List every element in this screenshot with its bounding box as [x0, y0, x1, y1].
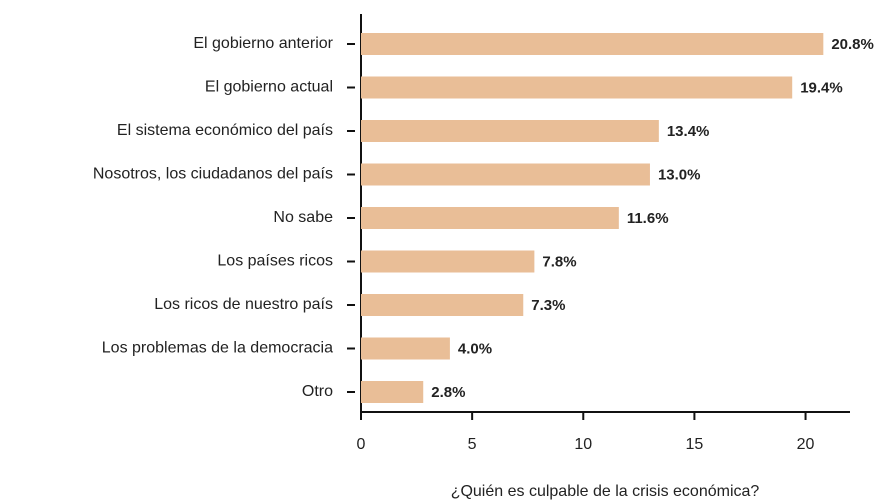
value-label: 13.0% — [658, 166, 701, 183]
bar — [361, 294, 524, 316]
y-tick-label: El gobierno anterior — [193, 35, 333, 52]
x-tick-label: 20 — [797, 436, 815, 453]
value-label: 4.0% — [458, 340, 492, 357]
value-label: 7.3% — [531, 297, 565, 314]
x-tick-label: 0 — [357, 436, 366, 453]
x-tick-label: 5 — [468, 436, 477, 453]
y-tick-label: Los ricos de nuestro país — [154, 296, 333, 313]
bar — [361, 381, 424, 403]
bar — [361, 33, 824, 55]
y-tick-label: El gobierno actual — [205, 79, 333, 96]
x-axis-label: ¿Quién es culpable de la crisis económic… — [451, 483, 760, 500]
value-label: 11.6% — [627, 210, 669, 227]
bar — [361, 250, 535, 273]
x-tick-label: 15 — [686, 436, 704, 453]
value-label: 20.8% — [831, 36, 874, 53]
bar — [361, 120, 659, 142]
x-tick-label: 10 — [574, 436, 592, 453]
value-label: 19.4% — [800, 79, 843, 96]
y-tick-label: Los países ricos — [217, 253, 333, 270]
y-tick-label: Los problemas de la democracia — [102, 340, 333, 357]
bar — [361, 163, 650, 186]
y-tick-label: No sabe — [273, 209, 333, 226]
y-tick-label: El sistema económico del país — [117, 122, 333, 139]
bar — [361, 76, 793, 99]
y-tick-label: Otro — [302, 383, 333, 400]
bar — [361, 337, 450, 360]
bar — [361, 207, 619, 229]
value-label: 2.8% — [431, 384, 465, 401]
value-label: 7.8% — [542, 253, 576, 270]
value-label: 13.4% — [667, 123, 710, 140]
y-tick-label: Nosotros, los ciudadanos del país — [93, 166, 333, 183]
